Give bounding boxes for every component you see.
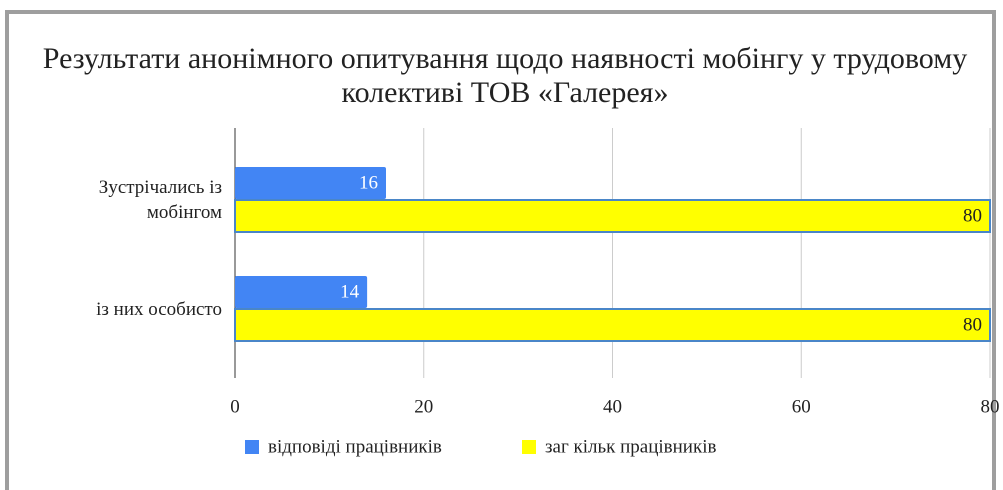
x-tick-label: 60 bbox=[792, 396, 811, 417]
bar bbox=[235, 167, 386, 199]
legend-swatch bbox=[522, 440, 536, 454]
data-label: 80 bbox=[963, 314, 982, 335]
data-label: 14 bbox=[340, 281, 360, 302]
x-tick-label: 40 bbox=[603, 396, 622, 417]
y-tick-label: із них особисто bbox=[96, 298, 222, 320]
legend-label: відповіді працівників bbox=[268, 436, 442, 457]
y-tick-label: Зустрічались із мобінгом bbox=[98, 177, 222, 223]
bar bbox=[234, 199, 991, 233]
x-tick-label: 0 bbox=[230, 396, 240, 417]
chart-title: Результати анонімного опитування щодо на… bbox=[42, 42, 968, 109]
bar bbox=[234, 308, 991, 342]
bar bbox=[235, 276, 368, 308]
data-label: 80 bbox=[963, 205, 982, 226]
data-label: 16 bbox=[359, 172, 378, 193]
x-tick-label: 80 bbox=[981, 396, 1000, 417]
legend-swatch bbox=[245, 440, 259, 454]
legend-label: заг кільк працівників bbox=[545, 436, 716, 457]
frame bbox=[5, 10, 996, 490]
x-tick-label: 20 bbox=[414, 396, 433, 417]
